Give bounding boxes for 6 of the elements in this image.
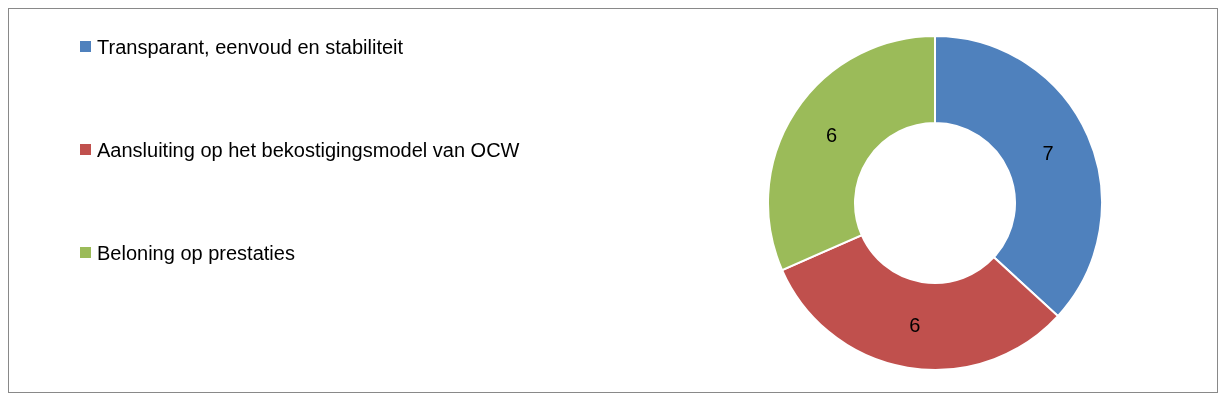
data-label: 6: [909, 313, 921, 336]
legend-label: Aansluiting op het bekostigingsmodel van OCW: [97, 139, 520, 161]
legend-label: Beloning op prestaties: [97, 242, 295, 264]
legend-label: Transparant, eenvoud en stabiliteit: [97, 36, 404, 58]
data-label: 6: [826, 124, 838, 147]
data-label: 7: [1042, 142, 1054, 165]
